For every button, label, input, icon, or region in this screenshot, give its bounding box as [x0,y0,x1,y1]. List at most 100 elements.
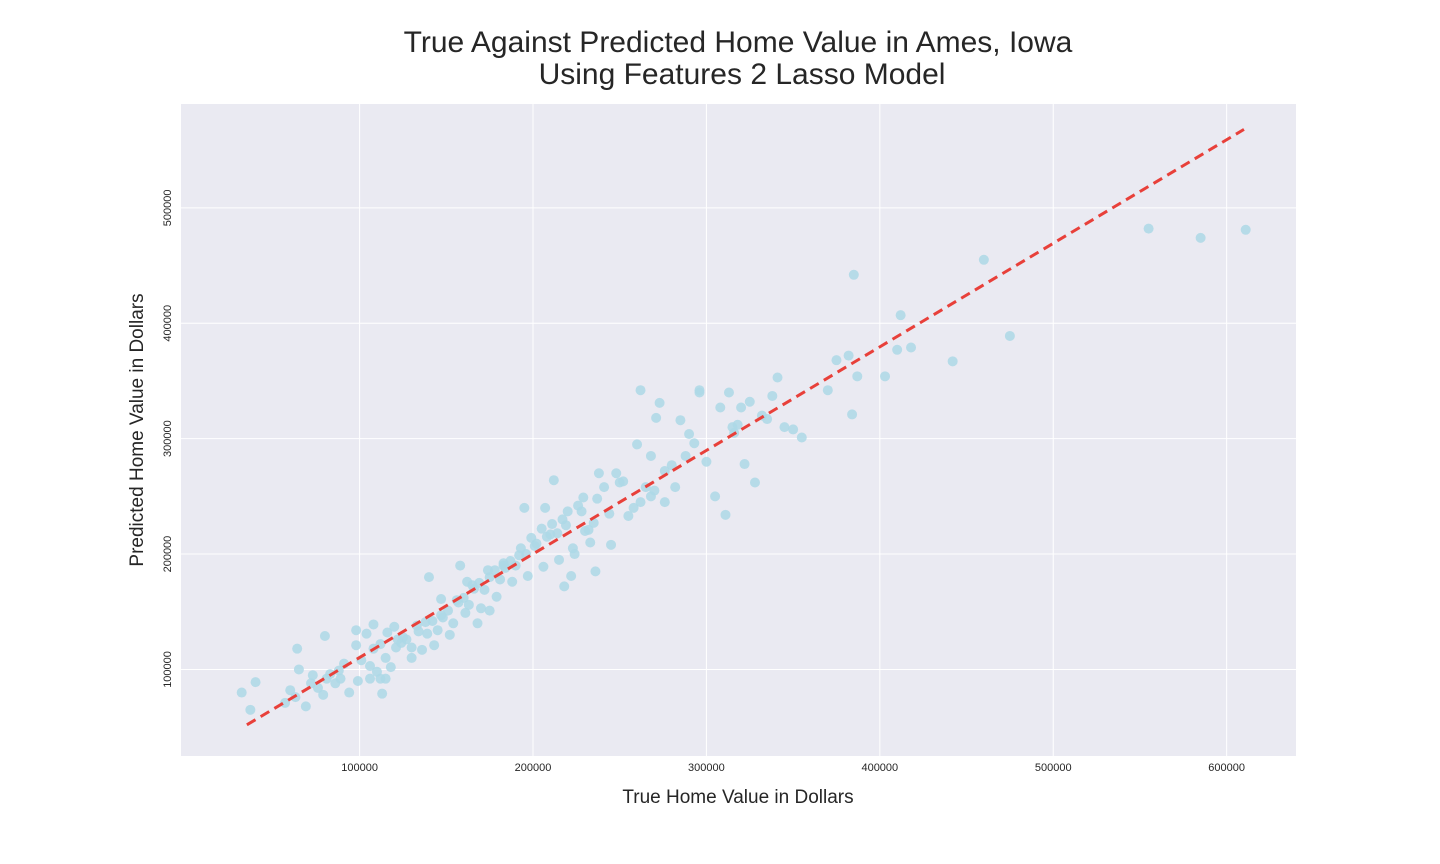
data-point [779,422,790,433]
data-point [423,572,434,583]
x-tick-labels: 100000 200000 300000 400000 500000 600000 [341,762,1245,774]
y-tick-label: 500000 [162,189,174,226]
data-point [365,660,376,671]
data-point [368,619,379,630]
data-point [569,549,580,560]
data-point [344,687,355,698]
data-point [545,529,556,540]
data-point [406,642,417,653]
data-point [489,565,500,576]
data-point [654,397,665,408]
y-tick-labels: 100000 200000 300000 400000 500000 [162,189,174,687]
y-tick-label: 400000 [162,305,174,342]
data-point [906,342,917,353]
y-tick-label: 200000 [162,536,174,573]
data-points [236,223,1251,715]
data-point [576,506,587,517]
data-point [300,701,311,712]
data-point [536,523,547,534]
y-axis-label: Predicted Home Value in Dollars [127,293,148,566]
data-point [377,688,388,699]
data-point [380,652,391,663]
reference-line [246,128,1245,727]
data-point [675,415,686,426]
data-point [475,603,486,614]
data-point [293,664,304,675]
data-point [1195,232,1206,243]
data-point [843,350,854,361]
data-point [462,576,473,587]
data-point [727,422,738,433]
data-point [744,396,755,407]
data-point [895,310,906,321]
data-point [420,617,431,628]
data-point [822,385,833,396]
data-point [645,491,656,502]
data-point [429,640,440,651]
x-tick-label: 200000 [515,762,552,774]
data-point [767,390,778,401]
data-point [361,628,372,639]
data-point [651,412,662,423]
data-point [250,677,261,688]
plot-area [181,104,1296,756]
data-point [628,502,639,513]
data-point [1143,223,1154,234]
data-point [351,625,362,636]
data-point [831,355,842,366]
data-point [710,491,721,502]
data-point [560,520,571,531]
data-point [611,468,622,479]
data-point [645,450,656,461]
data-point [559,581,570,592]
data-point [463,599,474,610]
x-tick-label: 400000 [861,762,898,774]
data-point [236,687,247,698]
data-point [788,424,799,435]
data-point [632,439,643,450]
data-point [701,456,712,467]
chart-title: True Against Predicted Home Value in Ame… [404,26,1073,59]
data-point [694,385,705,396]
data-point [417,644,428,655]
x-axis-label: True Home Value in Dollars [622,787,853,808]
data-point [892,344,903,355]
data-point [385,662,396,673]
data-point [670,482,681,493]
data-point [491,591,502,602]
data-point [389,621,400,632]
data-point [444,629,455,640]
data-point [448,618,459,629]
data-point [978,254,989,265]
y-tick-label: 100000 [162,651,174,688]
data-point [749,477,760,488]
data-point [540,502,551,513]
data-point [554,554,565,565]
data-point [578,492,589,503]
data-point [318,689,329,700]
data-point [432,625,443,636]
data-point [566,570,577,581]
data-point [436,610,447,621]
data-point [880,371,891,382]
data-point [1004,330,1015,341]
data-point [548,475,559,486]
data-point [472,618,483,629]
data-point [772,372,783,383]
data-point [292,643,303,654]
data-point [715,402,726,413]
data-point [482,565,493,576]
data-point [599,482,610,493]
data-point [796,432,807,443]
data-point [947,356,958,367]
data-point [507,576,518,587]
data-point [635,385,646,396]
data-point [635,497,646,508]
data-point [1240,224,1251,235]
data-point [723,387,734,398]
data-point [285,685,296,696]
data-point [380,673,391,684]
data-point [460,607,471,618]
data-point [848,269,859,280]
